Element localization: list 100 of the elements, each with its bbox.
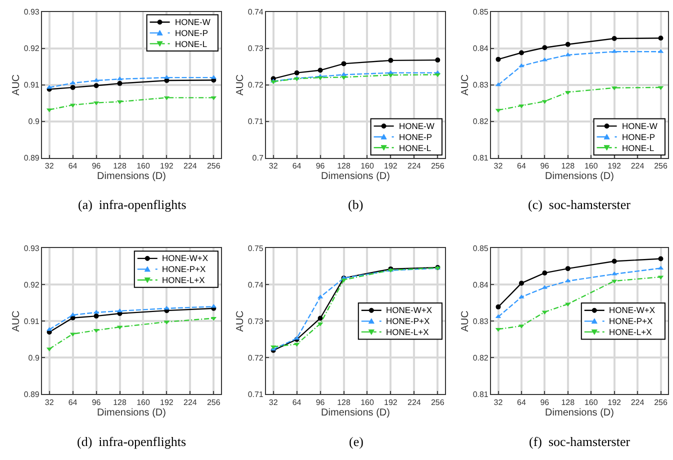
y-tick-label: 0.81 <box>472 154 489 163</box>
legend-label: HONE-L+X <box>609 327 652 337</box>
x-tick-label: 128 <box>337 162 351 171</box>
point <box>542 45 548 50</box>
point <box>94 314 99 319</box>
x-axis-title: Dimensions (D) <box>321 407 390 418</box>
point <box>612 258 617 264</box>
x-tick-label: 224 <box>184 398 198 407</box>
y-tick-label: 0.93 <box>24 244 40 253</box>
y-tick-label: 0.82 <box>472 117 489 126</box>
y-tick-label: 0.93 <box>24 8 40 17</box>
x-tick-label: 96 <box>92 162 102 171</box>
x-tick-label: 96 <box>92 398 102 407</box>
x-tick-label: 224 <box>630 398 645 407</box>
y-tick-label: 0.84 <box>472 44 489 54</box>
x-tick-label: 128 <box>113 162 127 171</box>
x-tick-label: 192 <box>160 162 174 171</box>
y-tick-label: 0.7 <box>252 154 264 163</box>
legend-label: HONE-P <box>399 132 432 142</box>
legend-label: HONE-W <box>175 17 210 27</box>
x-tick-label: 64 <box>517 162 526 171</box>
legend-label: HONE-W <box>399 121 434 131</box>
text: (e) <box>349 434 364 449</box>
point <box>565 52 571 56</box>
x-tick-label: 96 <box>540 398 550 407</box>
x-tick-label: 256 <box>206 162 221 171</box>
x-tick-label: 128 <box>561 162 576 171</box>
text: (b) <box>348 197 364 212</box>
x-tick-label: 160 <box>584 398 598 407</box>
x-tick-label: 224 <box>630 162 645 171</box>
legend-label: HONE-W+X <box>162 253 208 263</box>
legend-label: HONE-P <box>622 132 656 142</box>
x-tick-label: 64 <box>68 162 78 171</box>
x-axis-title: Dimensions (D) <box>97 171 166 182</box>
point <box>518 280 524 286</box>
y-axis-title: AUC <box>10 74 22 96</box>
x-tick-label: 224 <box>408 162 422 171</box>
point <box>496 56 501 62</box>
y-axis-title: AUC <box>460 310 471 332</box>
x-tick-label: 256 <box>430 162 445 171</box>
x-tick-label: 160 <box>360 398 374 407</box>
text: (d) infra-openflights <box>77 434 186 449</box>
point <box>612 36 617 41</box>
x-tick-label: 64 <box>517 398 526 407</box>
point <box>565 90 571 95</box>
x-tick-label: 32 <box>44 398 54 407</box>
point <box>388 58 394 63</box>
x-axis-title: Dimensions (D) <box>545 407 614 418</box>
x-tick-label: 160 <box>136 162 150 171</box>
x-tick-label: 256 <box>430 398 445 407</box>
y-tick-label: 0.85 <box>472 8 489 17</box>
y-tick-label: 0.89 <box>24 390 40 400</box>
x-axis-title: Dimensions (D) <box>321 171 390 182</box>
point <box>518 50 524 56</box>
x-tick-label: 64 <box>68 398 78 407</box>
point <box>117 80 122 86</box>
point <box>318 68 323 73</box>
point <box>341 61 346 66</box>
legend-label: HONE-L <box>175 39 208 49</box>
point <box>658 256 664 262</box>
x-tick-label: 32 <box>44 162 54 171</box>
point <box>658 36 664 41</box>
legend-label: HONE-L <box>399 143 432 153</box>
x-tick-label: 128 <box>561 398 576 407</box>
x-tick-label: 256 <box>654 398 668 407</box>
y-tick-label: 0.72 <box>248 80 264 90</box>
legend-label: HONE-P+X <box>386 316 430 326</box>
x-tick-label: 256 <box>654 162 668 171</box>
y-tick-label: 0.82 <box>472 353 489 362</box>
x-tick-label: 192 <box>608 162 622 171</box>
x-axis-title: Dimensions (D) <box>545 171 614 182</box>
point <box>496 304 501 310</box>
y-tick-label: 0.73 <box>248 44 264 54</box>
point <box>565 266 570 272</box>
legend-label: HONE-P+X <box>162 264 206 274</box>
legend-label: HONE-L+X <box>386 327 430 337</box>
x-tick-label: 192 <box>384 162 398 171</box>
point <box>318 316 323 321</box>
y-tick-label: 0.73 <box>248 316 264 326</box>
y-tick-label: 0.92 <box>24 280 40 290</box>
text: (c) soc-hamsterster <box>528 197 632 212</box>
legend-label: HONE-P <box>175 28 208 38</box>
y-tick-label: 0.81 <box>472 390 489 400</box>
x-tick-label: 160 <box>584 162 598 171</box>
legend-label: HONE-W <box>622 121 658 131</box>
y-tick-label: 0.9 <box>28 353 40 362</box>
x-tick-label: 64 <box>292 162 302 171</box>
x-tick-label: 96 <box>316 162 326 171</box>
y-tick-label: 0.9 <box>28 117 40 126</box>
x-tick-label: 96 <box>540 162 550 171</box>
point <box>94 83 99 88</box>
x-tick-label: 32 <box>268 162 278 171</box>
y-axis-title: AUC <box>10 310 22 332</box>
point <box>542 270 548 276</box>
y-tick-label: 0.91 <box>24 80 40 90</box>
point <box>518 63 524 68</box>
y-tick-label: 0.71 <box>248 117 264 126</box>
y-tick-label: 0.92 <box>24 44 40 54</box>
x-tick-label: 64 <box>292 398 302 407</box>
x-tick-label: 224 <box>408 398 422 407</box>
